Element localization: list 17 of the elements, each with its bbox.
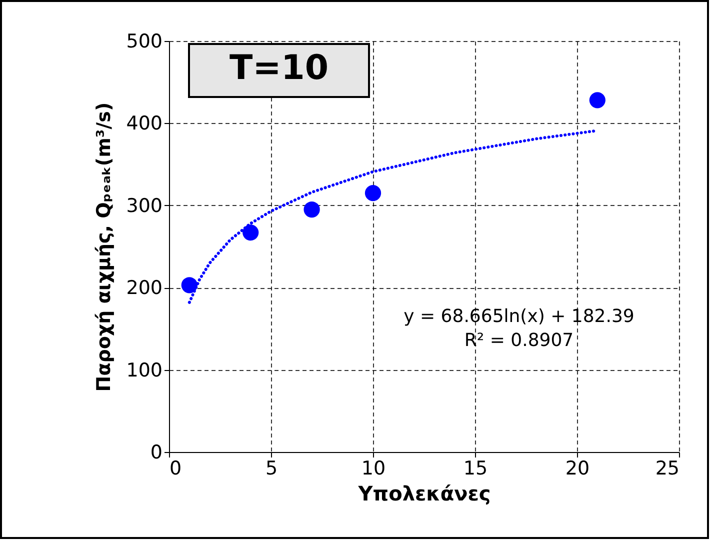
x-tick-label: 0 <box>170 458 182 480</box>
x-tick-label: 25 <box>655 458 680 480</box>
y-tick-label: 300 <box>126 194 162 217</box>
x-tick-label: 15 <box>463 458 488 480</box>
annotation: y = 68.665ln(x) + 182.39 <box>404 306 634 327</box>
annotation: R² = 0.8907 <box>464 330 574 351</box>
y-tick-label: 400 <box>126 112 162 135</box>
y-axis-title: Παροχή αιχμής, Qₚₑₐₖ(m³/s) <box>93 102 116 392</box>
y-tick-label: 200 <box>126 277 162 300</box>
y-tick-label: 500 <box>126 30 162 52</box>
y-tick-label: 100 <box>126 359 162 382</box>
y-tick-label: 0 <box>150 442 162 464</box>
annotation: T=10 <box>230 48 328 88</box>
x-tick-label: 10 <box>361 458 386 480</box>
x-tick-label: 5 <box>265 458 278 480</box>
x-axis-title: Υπολεκάνες <box>357 482 491 506</box>
x-tick-label: 20 <box>565 458 590 480</box>
